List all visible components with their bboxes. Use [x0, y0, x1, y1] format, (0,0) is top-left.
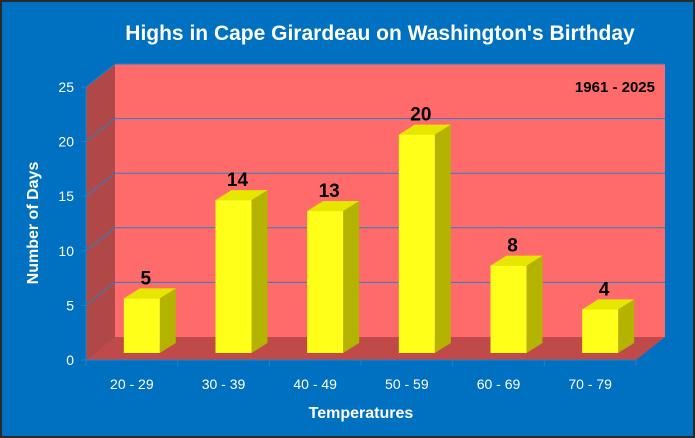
bar	[123, 288, 176, 353]
bar-front	[123, 298, 160, 353]
bar-top	[490, 255, 543, 266]
bar	[215, 190, 268, 353]
y-tick-label: 25	[58, 79, 74, 95]
data-label: 8	[507, 236, 518, 257]
bar-side	[251, 190, 268, 353]
y-tick-label: 0	[66, 352, 74, 368]
x-tick-label: 60 - 69	[477, 376, 521, 392]
x-tick-label: 70 - 79	[568, 376, 612, 392]
gridline	[85, 118, 665, 142]
bar-side	[159, 288, 176, 353]
bar-top	[582, 299, 635, 310]
year-range-annotation: 1961 - 2025	[575, 79, 655, 96]
bar-side	[526, 255, 543, 353]
x-axis-title: Temperatures	[309, 405, 414, 422]
y-tick-label: 20	[58, 134, 74, 150]
bar	[490, 255, 543, 353]
plot-side-wall	[86, 64, 115, 360]
plot-back-wall	[115, 64, 665, 337]
x-tick-label: 50 - 59	[385, 376, 429, 392]
bar-front	[398, 134, 435, 353]
bar-top	[398, 124, 451, 135]
gridline	[85, 63, 665, 88]
bars	[123, 124, 635, 353]
x-tick-label: 40 - 49	[293, 376, 337, 392]
bar	[398, 124, 451, 353]
gridline	[85, 227, 665, 252]
data-label: 4	[599, 279, 610, 300]
x-tick-label: 30 - 39	[202, 376, 246, 392]
bar-side	[618, 299, 635, 353]
bar	[582, 299, 635, 353]
data-label: 5	[141, 268, 152, 289]
bar-front	[307, 211, 344, 353]
data-label: 13	[319, 181, 340, 202]
bar-top	[215, 190, 268, 201]
y-tick-label: 5	[66, 297, 74, 313]
chart-title: Highs in Cape Girardeau on Washington's …	[125, 22, 635, 45]
gridline	[85, 172, 665, 197]
bar	[307, 201, 360, 353]
bar-side	[434, 124, 451, 353]
bar-front	[582, 309, 619, 353]
y-tick-label: 10	[58, 243, 74, 259]
bar-front	[215, 200, 252, 353]
x-tick-label: 20 - 29	[110, 376, 154, 392]
y-tick-label: 15	[58, 188, 74, 204]
data-label: 14	[227, 170, 249, 191]
y-axis-title: Number of Days	[25, 162, 42, 285]
data-labels: 5 14 13 20 8 4	[141, 105, 610, 301]
gridlines	[85, 63, 665, 306]
gridline	[85, 281, 665, 306]
bar-top	[307, 201, 360, 212]
data-label: 20	[410, 105, 431, 126]
bar-top	[123, 288, 176, 299]
bar-side	[343, 201, 360, 353]
x-tick-labels: 20 - 29 30 - 39 40 - 49 50 - 59 60 - 69 70 - …	[85, 360, 637, 392]
y-tick-labels: 0 5 10 15 20 25	[58, 79, 86, 368]
bar-front	[490, 265, 527, 353]
